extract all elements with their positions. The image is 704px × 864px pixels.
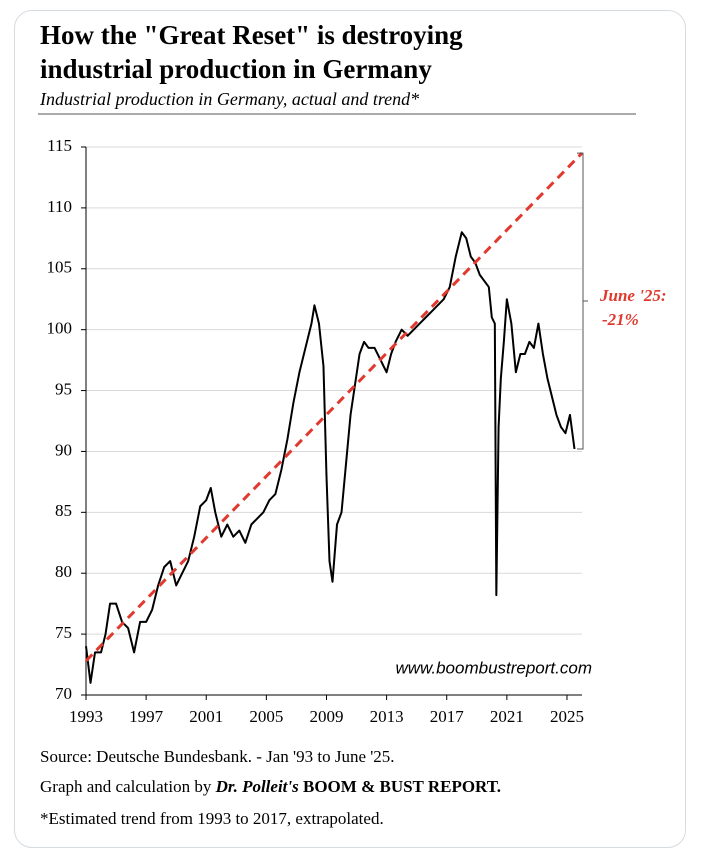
y-tick-label: 115 [47, 136, 72, 155]
note: *Estimated trend from 1993 to 2017, extr… [40, 809, 384, 828]
x-tick-label: 2013 [370, 707, 404, 726]
y-tick-label: 90 [55, 440, 72, 459]
chart-title: How the "Great Reset" is destroying [40, 20, 463, 50]
y-tick-label: 95 [55, 379, 72, 398]
x-tick-label: 1993 [69, 707, 103, 726]
y-tick-label: 110 [47, 197, 72, 216]
data-line [85, 231, 576, 684]
x-tick-label: 2001 [189, 707, 223, 726]
trend-line [84, 152, 584, 662]
chart-subtitle: Industrial production in Germany, actual… [39, 89, 419, 109]
y-tick-label: 85 [55, 501, 72, 520]
watermark: www.boombustreport.com [395, 658, 592, 677]
y-tick-label: 75 [55, 623, 72, 642]
x-tick-label: 2017 [430, 707, 465, 726]
credit-text: Graph and calculation by [40, 777, 212, 796]
y-tick-label: 100 [47, 319, 73, 338]
y-tick-label: 80 [55, 562, 72, 581]
credit-author: Dr. Polleit's [215, 777, 300, 796]
credit-report: BOOM & BUST REPORT. [303, 777, 501, 796]
x-tick-label: 2009 [309, 707, 343, 726]
annotation: June '25: [599, 286, 667, 305]
y-tick-label: 70 [55, 684, 72, 703]
card [14, 10, 686, 848]
credit: Graph and calculation by Dr. Polleit's B… [40, 777, 501, 796]
y-tick-label: 105 [47, 258, 73, 277]
x-tick-label: 2021 [490, 707, 524, 726]
gap-bracket [577, 152, 588, 450]
chart-title: industrial production in Germany [40, 54, 432, 84]
x-tick-label: 2025 [550, 707, 584, 726]
x-tick-label: 1997 [129, 707, 164, 726]
x-tick-label: 2005 [249, 707, 283, 726]
annotation: -21% [602, 310, 639, 329]
source: Source: Deutsche Bundesbank. - Jan '93 t… [40, 747, 395, 766]
